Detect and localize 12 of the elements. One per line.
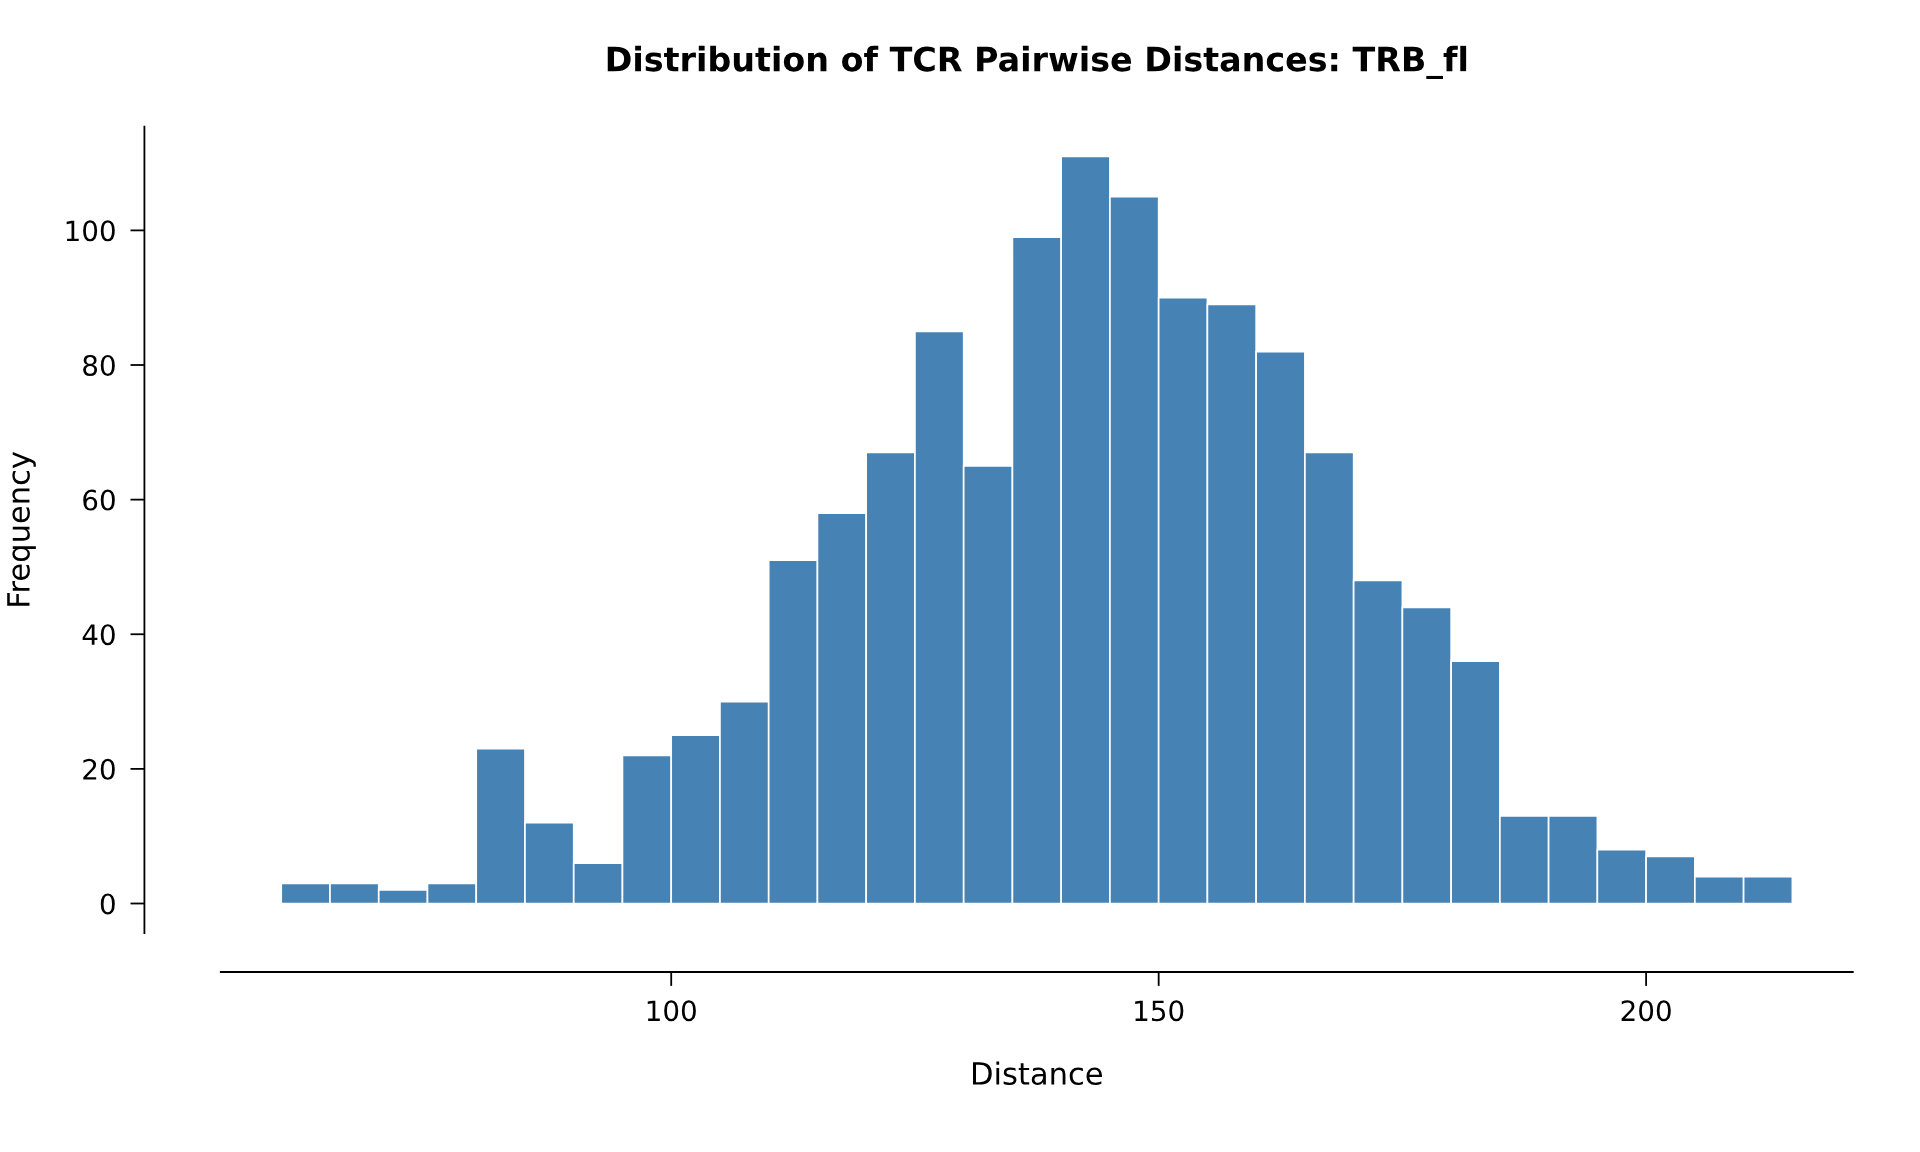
y-tick-label: 40 [82,624,115,646]
x-tick-label: 100 [647,1000,696,1022]
x-axis-title: Distance [973,1061,1102,1086]
y-tick-label: 80 [83,354,115,376]
y-tick-label: 0 [100,893,115,915]
y-tick-label: 100 [66,220,115,242]
x-tick-label: 150 [1135,1000,1184,1022]
x-tick-label: 200 [1621,1000,1671,1022]
y-axis-title: Frequency [7,451,36,606]
chart-title: Distribution of TCR Pairwise Distances: TRB_fl [607,45,1467,80]
y-tick-label: 60 [83,489,115,511]
y-tick-label: 20 [83,758,115,780]
